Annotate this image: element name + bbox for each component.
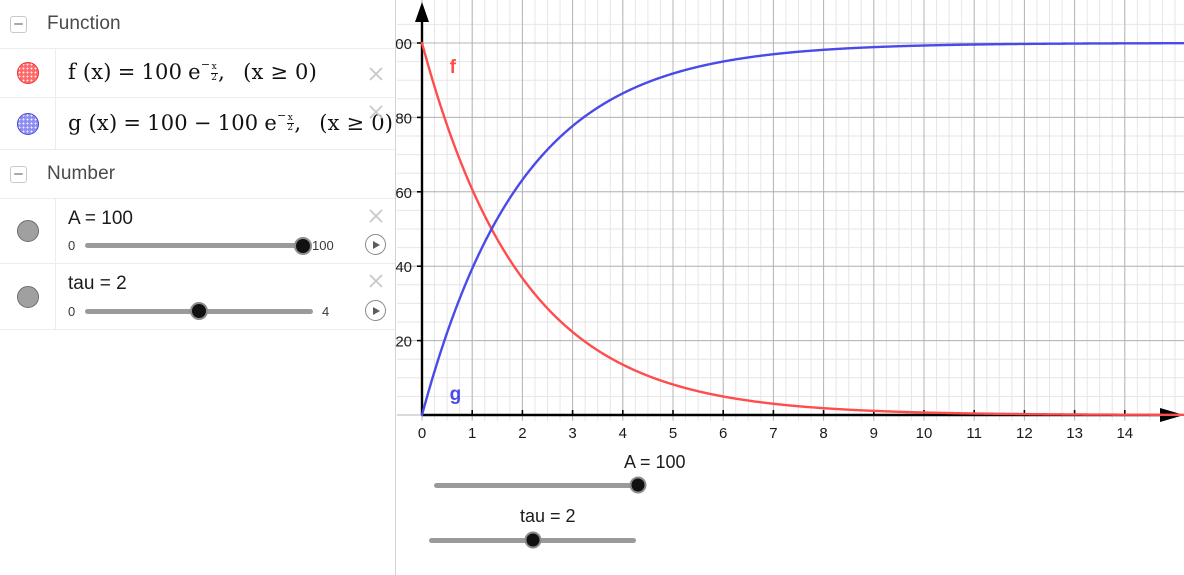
marble-A[interactable] [16,220,39,242]
function-plot[interactable]: 0123456789101112131420406080100fg [396,0,1184,575]
formula-g-base: e [264,110,277,135]
x-tick-label: 4 [619,425,627,442]
number-label-A: A = 100 [68,207,133,229]
formula-f-exponent-num: x [210,62,218,74]
slider-max-tau: 4 [322,303,330,319]
marble-tau[interactable] [16,285,39,308]
y-tick-label: 40 [396,259,412,276]
tick-labels: 0123456789101112131420406080100 [396,36,1133,442]
formula-g-minus: − [193,110,212,135]
formula-g-exponent-num: x [286,112,294,124]
x-tick-label: 9 [870,425,878,442]
x-tick-label: 2 [518,425,526,442]
formula-f-domain: (x ≥ 0) [243,60,317,85]
formula-g-coef: 100 [147,110,188,135]
curve-label-f: f [450,57,457,78]
formula-cell-f[interactable]: f (x) = 100 e− x 2, (x ≥ 0) [56,49,395,97]
formula-f-comma: , [218,60,226,85]
formula-f: f (x) = 100 e− x 2, (x ≥ 0) [56,59,317,86]
slider-max-A: 100 [312,238,334,253]
curve-g[interactable] [420,41,1184,417]
function-group-header: Function [0,0,395,48]
visibility-toggle-g[interactable] [0,98,56,149]
y-tick-label: 20 [396,334,412,351]
graphics-slider-label-tau: tau = 2 [520,506,576,526]
play-icon[interactable] [365,300,386,321]
y-tick-label: 80 [396,110,412,127]
formula-f-exponent-den: 2 [211,72,218,83]
slider-tau[interactable] [85,302,313,320]
formula-g: g (x) = 100−100 e− x 2, (x ≥ 0) [56,110,394,137]
marble-f[interactable] [16,62,39,84]
number-label-tau: tau = 2 [68,273,127,294]
graphics-slider-A[interactable] [434,476,647,494]
formula-f-coef: 100 [141,60,183,85]
marble-g[interactable] [16,112,39,135]
slider-min-tau: 0 [68,303,76,319]
x-tick-label: 10 [916,425,933,442]
x-tick-label: 11 [966,425,982,442]
number-group-header: Number [0,150,395,198]
number-cell-tau[interactable]: tau = 2 0 4 [56,264,395,329]
number-group-title: Number [47,163,116,184]
x-tick-label: 1 [468,425,476,442]
formula-f-base: e [188,60,201,85]
x-tick-label: 5 [669,425,677,442]
algebra-row-tau[interactable]: tau = 2 0 4 [0,264,395,330]
x-tick-label: 6 [719,425,727,442]
x-tick-label: 12 [1016,425,1033,442]
graphics-slider-knob-tau[interactable] [524,531,542,549]
slider-knob-tau[interactable] [190,302,208,320]
minor-gridlines [396,0,1184,421]
graphics-view[interactable]: 0123456789101112131420406080100fg A = 10… [396,0,1184,575]
visibility-toggle-tau[interactable] [0,264,56,329]
formula-f-eq: = [117,60,136,85]
x-tick-label: 7 [769,425,777,442]
visibility-toggle-A[interactable] [0,199,56,263]
minus-icon[interactable] [10,15,27,33]
x-tick-label: 13 [1066,425,1083,442]
curve-label-g: g [450,384,462,405]
algebra-row-g[interactable]: g (x) = 100−100 e− x 2, (x ≥ 0) [0,98,395,150]
x-tick-label: 14 [1116,425,1133,442]
algebra-row-A[interactable]: A = 100 0 100 [0,198,395,264]
function-group-title: Function [47,13,121,34]
formula-g-exponent: − x 2 [277,110,294,134]
slider-min-A: 0 [68,238,76,253]
close-icon[interactable] [365,270,387,292]
formula-g-domain: (x ≥ 0) [319,110,394,135]
formula-g-exponent-sign: − [276,108,287,122]
formula-g-coef2: 100 [217,110,259,135]
number-cell-A[interactable]: A = 100 0 100 [56,199,395,263]
formula-f-exponent: − x 2 [201,59,218,83]
minus-icon[interactable] [10,165,27,183]
graphics-slider-knob-A[interactable] [629,476,647,494]
formula-cell-g[interactable]: g (x) = 100−100 e− x 2, (x ≥ 0) [56,98,395,149]
x-tick-label: 8 [819,425,827,442]
algebra-row-f[interactable]: f (x) = 100 e− x 2, (x ≥ 0) [0,48,395,98]
y-tick-label: 100 [396,36,412,53]
close-icon[interactable] [365,205,387,227]
graphics-slider-tau[interactable] [429,531,636,549]
slider-A[interactable] [85,236,312,255]
formula-f-exponent-sign: − [200,58,211,72]
formula-g-eq: = [123,110,142,135]
slider-knob-A[interactable] [294,236,312,255]
y-tick-label: 60 [396,185,412,202]
curve-f[interactable] [420,41,1184,417]
algebra-panel: Function f (x) = 100 e− x 2, (x ≥ 0) [0,0,396,575]
x-tick-label: 3 [568,425,576,442]
play-icon[interactable] [365,234,386,255]
x-tick-label: 0 [418,425,426,442]
formula-g-exponent-den: 2 [287,123,294,133]
close-icon[interactable] [365,101,387,123]
formula-g-lhs: g (x) [68,110,118,135]
close-icon[interactable] [365,63,387,85]
formula-g-comma: , [294,110,302,135]
formula-f-lhs: f (x) [68,60,112,85]
visibility-toggle-f[interactable] [0,49,56,97]
graphics-slider-label-A: A = 100 [624,452,686,472]
